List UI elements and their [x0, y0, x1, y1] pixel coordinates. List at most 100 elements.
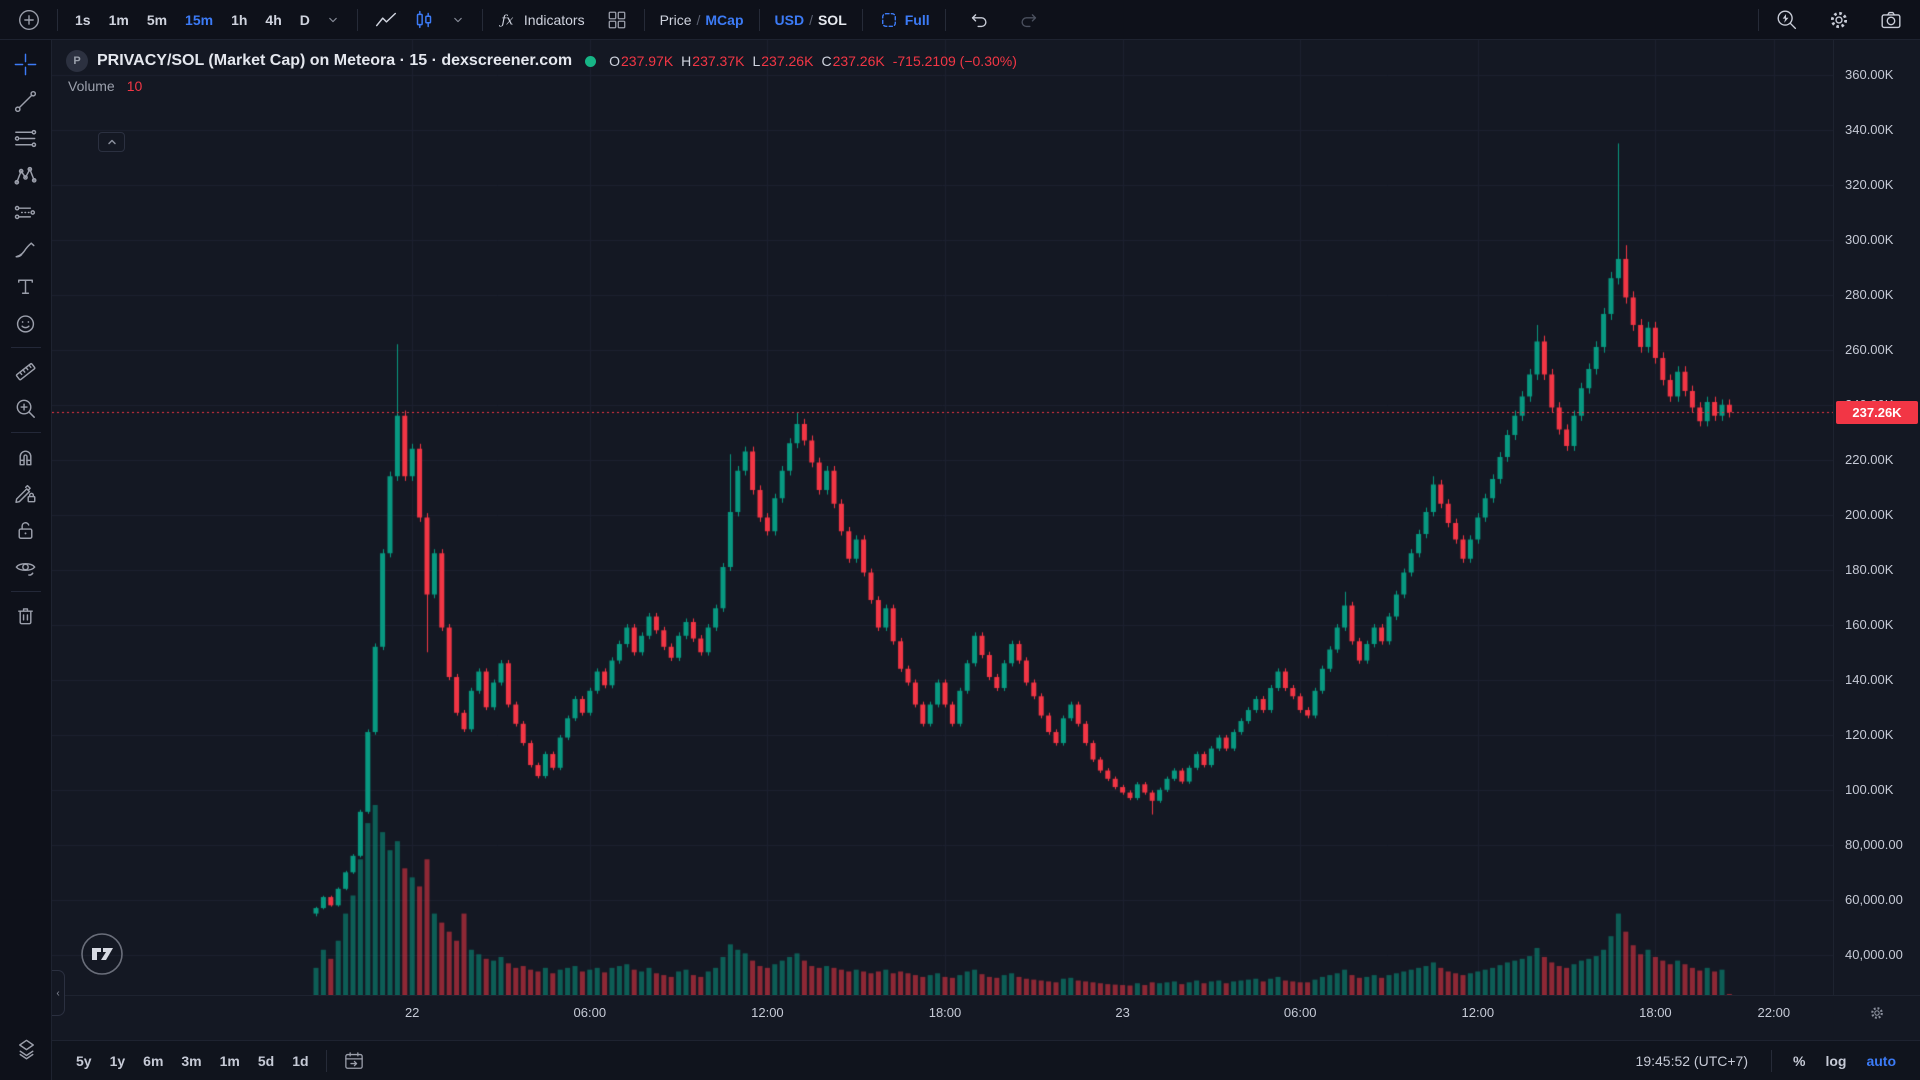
object-tree-button[interactable]	[7, 1031, 45, 1068]
price-axis[interactable]: 360.00K 340.00K 320.00K 300.00K 280.00K 260.0…	[1833, 40, 1920, 995]
sol-option[interactable]: SOL	[817, 11, 847, 28]
go-to-date-button[interactable]	[336, 1045, 372, 1077]
hide-drawings-tool[interactable]	[7, 549, 45, 586]
indicators-button[interactable]: ƒx Indicators	[492, 4, 591, 36]
range-5y[interactable]: 5y	[76, 1052, 92, 1069]
mcap-option[interactable]: MCap	[705, 11, 744, 28]
redo-button[interactable]	[1011, 4, 1047, 36]
candlestick-chart[interactable]	[52, 40, 1833, 995]
range-1m[interactable]: 1m	[219, 1052, 240, 1069]
range-5d[interactable]: 5d	[257, 1052, 275, 1069]
symbol-title[interactable]: PRIVACY/SOL (Market Cap) on Meteora · 15…	[97, 52, 573, 69]
toolbar-divider	[10, 432, 41, 433]
range-1d[interactable]: 1d	[292, 1052, 309, 1069]
time-axis[interactable]: 22 06:00 12:00 18:00 23 06:00 12:00 18:00 22:00	[52, 995, 1920, 1040]
fib-retracement-tool[interactable]	[7, 120, 45, 157]
chart-pane: P PRIVACY/SOL (Market Cap) on Meteora · …	[52, 40, 1920, 1080]
drawing-panel-collapse-tab[interactable]: ‹	[52, 970, 65, 1016]
timeframe-1s[interactable]: 1s	[75, 11, 91, 28]
usd-sol-toggle[interactable]: USD / SOL	[769, 8, 853, 32]
chevron-down-icon	[329, 17, 337, 22]
drawing-toolbar	[0, 40, 52, 1080]
market-status-dot	[585, 55, 597, 67]
magnet-icon	[19, 450, 32, 466]
time-tick: 22:00	[1757, 1005, 1791, 1020]
log-scale-button[interactable]: log	[1825, 1052, 1847, 1069]
last-price-badge: 237.26K	[1836, 400, 1918, 424]
clock[interactable]: 19:45:52 (UTC+7)	[1635, 1052, 1748, 1069]
symbol-legend: P PRIVACY/SOL (Market Cap) on Meteora · …	[66, 50, 1017, 72]
redo-icon	[1021, 13, 1036, 27]
xabcd-pattern-tool[interactable]	[7, 157, 45, 194]
symbol-add-button[interactable]	[10, 3, 48, 37]
tradingview-logo[interactable]	[80, 932, 124, 981]
layout-grid-button[interactable]	[599, 4, 635, 36]
toolbar-divider	[10, 347, 41, 348]
price-tick: 220.00K	[1845, 451, 1894, 467]
undo-button[interactable]	[961, 4, 997, 36]
chevron-down-icon	[454, 17, 462, 22]
volume-legend: Volume 10	[68, 78, 142, 94]
axis-settings-button[interactable]	[1868, 1004, 1886, 1025]
crosshair-tool[interactable]	[7, 46, 45, 83]
settings-button[interactable]	[1820, 3, 1858, 37]
price-tick: 360.00K	[1845, 66, 1894, 82]
range-1y[interactable]: 1y	[109, 1052, 126, 1069]
range-6m[interactable]: 6m	[143, 1052, 164, 1069]
toolbar-divider	[643, 8, 645, 31]
trash-icon	[18, 608, 33, 625]
remove-drawings-tool[interactable]	[7, 597, 45, 634]
auto-scale-button[interactable]: auto	[1866, 1052, 1896, 1069]
candlestick-icon	[416, 10, 432, 28]
text-icon	[18, 279, 33, 294]
fullscreen-button[interactable]: Full	[872, 5, 936, 35]
text-tool[interactable]	[7, 268, 45, 305]
price-option[interactable]: Price	[659, 11, 692, 28]
lock-all-tool[interactable]	[7, 512, 45, 549]
chart-style-dropdown-button[interactable]	[443, 7, 473, 33]
toolbar-divider	[1770, 1049, 1772, 1072]
price-tick: 120.00K	[1845, 726, 1894, 742]
longshort-icon	[14, 205, 36, 220]
percent-scale-button[interactable]: %	[1792, 1052, 1806, 1069]
timeframe-15m[interactable]: 15m	[185, 11, 214, 28]
bottom-toolbar: 5y 1y 6m 3m 1m 5d 1d 19:45:52 (UTC+7) % log au…	[52, 1040, 1920, 1080]
ruler-tool[interactable]	[7, 353, 45, 390]
timeframe-group: 1s 1m 5m 15m 1h 4h D	[67, 8, 318, 32]
legend-collapse-button[interactable]	[98, 132, 125, 152]
timeframe-1h[interactable]: 1h	[231, 11, 248, 28]
gear-icon	[1830, 11, 1848, 28]
range-3m[interactable]: 3m	[181, 1052, 202, 1069]
toolbar-divider	[1758, 8, 1759, 31]
quick-search-button[interactable]	[1768, 3, 1806, 37]
projection-tool[interactable]	[7, 194, 45, 231]
calendar-icon	[344, 1051, 363, 1069]
emoji-tool[interactable]	[7, 305, 45, 342]
price-tick: 260.00K	[1845, 341, 1894, 357]
volume-value: 10	[126, 78, 143, 94]
usd-option[interactable]: USD	[774, 11, 805, 28]
symbol-logo: P	[66, 50, 88, 72]
toolbar-divider	[758, 8, 760, 31]
main-body: P PRIVACY/SOL (Market Cap) on Meteora · …	[0, 40, 1920, 1080]
timeframe-5m[interactable]: 5m	[146, 11, 168, 28]
top-toolbar: 1s 1m 5m 15m 1h 4h D ƒx Indicators	[0, 0, 1920, 40]
brush-tool[interactable]	[7, 231, 45, 268]
timeframe-dropdown-button[interactable]	[318, 7, 348, 33]
timeframe-4h[interactable]: 4h	[265, 11, 282, 28]
zoom-in-tool[interactable]	[7, 390, 45, 427]
timeframe-1m[interactable]: 1m	[108, 11, 129, 28]
line-chart-style-button[interactable]	[367, 3, 405, 37]
price-tick: 300.00K	[1845, 231, 1894, 247]
price-mcap-toggle[interactable]: Price / MCap	[654, 8, 750, 32]
line-chart-icon	[375, 12, 396, 26]
magnet-tool[interactable]	[7, 438, 45, 475]
drawing-lock-tool[interactable]	[7, 475, 45, 512]
grid-layout-icon	[608, 11, 625, 28]
timeframe-D[interactable]: D	[299, 11, 310, 28]
price-tick: 200.00K	[1845, 506, 1894, 522]
candlestick-style-button[interactable]	[405, 3, 443, 37]
trend-line-tool[interactable]	[7, 83, 45, 120]
screenshot-button[interactable]	[1872, 3, 1910, 37]
full-label: Full	[904, 11, 930, 28]
